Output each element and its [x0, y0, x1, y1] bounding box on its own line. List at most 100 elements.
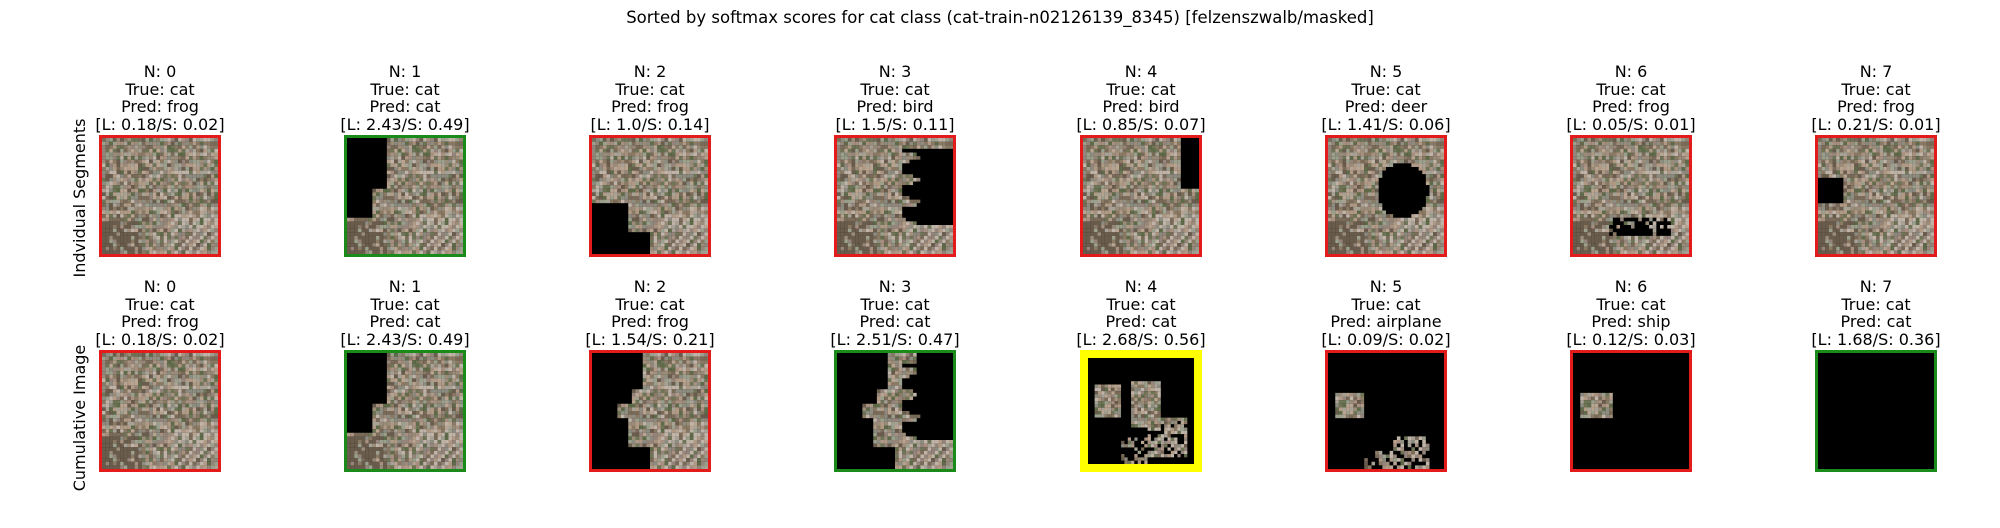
panel-score-label: [L: 2.43/S: 0.49] [285, 116, 525, 134]
image-pixels [1088, 358, 1194, 464]
panel-true-label: True: cat [1511, 296, 1751, 314]
segment-image-best [1080, 350, 1202, 472]
panel-index-label: N: 1 [285, 63, 525, 81]
panel-true-label: True: cat [530, 296, 770, 314]
image-pixels [102, 138, 218, 254]
image-pixels [102, 353, 218, 469]
panel-pred-label: Pred: frog [1511, 98, 1751, 116]
panel-index-label: N: 6 [1511, 63, 1751, 81]
panel-pred-label: Pred: cat [1021, 313, 1261, 331]
panel-index-label: N: 2 [530, 63, 770, 81]
panel-pred-label: Pred: frog [40, 313, 280, 331]
panel-true-label: True: cat [40, 81, 280, 99]
panel-index-label: N: 7 [1756, 278, 1996, 296]
panel-index-label: N: 3 [775, 63, 1015, 81]
panel-true-label: True: cat [1021, 81, 1261, 99]
panel-index-label: N: 0 [40, 63, 280, 81]
panel-true-label: True: cat [1511, 81, 1751, 99]
segment-image-wrong [99, 350, 221, 472]
panel-pred-label: Pred: frog [530, 313, 770, 331]
panel-pred-label: Pred: ship [1511, 313, 1751, 331]
image-pixels [837, 138, 953, 254]
image-pixels [1328, 138, 1444, 254]
panel-score-label: [L: 0.09/S: 0.02] [1266, 331, 1506, 349]
segment-image-wrong [589, 135, 711, 257]
panel-pred-label: Pred: airplane [1266, 313, 1506, 331]
panel-index-label: N: 1 [285, 278, 525, 296]
segment-image-correct [344, 135, 466, 257]
panel-score-label: [L: 1.0/S: 0.14] [530, 116, 770, 134]
panel-pred-label: Pred: cat [285, 98, 525, 116]
panel-score-label: [L: 0.05/S: 0.01] [1511, 116, 1751, 134]
panel-score-label: [L: 0.18/S: 0.02] [40, 331, 280, 349]
image-pixels [592, 353, 708, 469]
panel-true-label: True: cat [775, 296, 1015, 314]
panel-pred-label: Pred: frog [530, 98, 770, 116]
panel-score-label: [L: 2.68/S: 0.56] [1021, 331, 1261, 349]
segment-image-wrong [1815, 135, 1937, 257]
panel-index-label: N: 2 [530, 278, 770, 296]
segment-image-wrong [834, 135, 956, 257]
panel-true-label: True: cat [530, 81, 770, 99]
segment-image-correct [344, 350, 466, 472]
panel-score-label: [L: 0.21/S: 0.01] [1756, 116, 1996, 134]
panel-pred-label: Pred: bird [1021, 98, 1261, 116]
panel-score-label: [L: 2.43/S: 0.49] [285, 331, 525, 349]
panel-pred-label: Pred: bird [775, 98, 1015, 116]
panel-pred-label: Pred: frog [40, 98, 280, 116]
panel-score-label: [L: 1.41/S: 0.06] [1266, 116, 1506, 134]
segment-image-wrong [99, 135, 221, 257]
panel-true-label: True: cat [1021, 296, 1261, 314]
panel-index-label: N: 4 [1021, 278, 1261, 296]
panel-pred-label: Pred: cat [1756, 313, 1996, 331]
image-pixels [1328, 353, 1444, 469]
panel-score-label: [L: 0.12/S: 0.03] [1511, 331, 1751, 349]
panel-score-label: [L: 0.18/S: 0.02] [40, 116, 280, 134]
segment-image-wrong [1325, 350, 1447, 472]
image-pixels [1573, 138, 1689, 254]
panel-index-label: N: 5 [1266, 63, 1506, 81]
panel-true-label: True: cat [1756, 81, 1996, 99]
panel-index-label: N: 4 [1021, 63, 1261, 81]
image-pixels [1818, 353, 1934, 469]
segment-image-wrong [1570, 135, 1692, 257]
panel-index-label: N: 3 [775, 278, 1015, 296]
panel-true-label: True: cat [285, 296, 525, 314]
segment-image-wrong [589, 350, 711, 472]
panel-score-label: [L: 2.51/S: 0.47] [775, 331, 1015, 349]
image-pixels [837, 353, 953, 469]
segment-image-correct [834, 350, 956, 472]
figure: Sorted by softmax scores for cat class (… [0, 0, 2000, 500]
image-pixels [347, 353, 463, 469]
panel-pred-label: Pred: deer [1266, 98, 1506, 116]
panel-index-label: N: 6 [1511, 278, 1751, 296]
panel-score-label: [L: 1.54/S: 0.21] [530, 331, 770, 349]
panel-true-label: True: cat [285, 81, 525, 99]
